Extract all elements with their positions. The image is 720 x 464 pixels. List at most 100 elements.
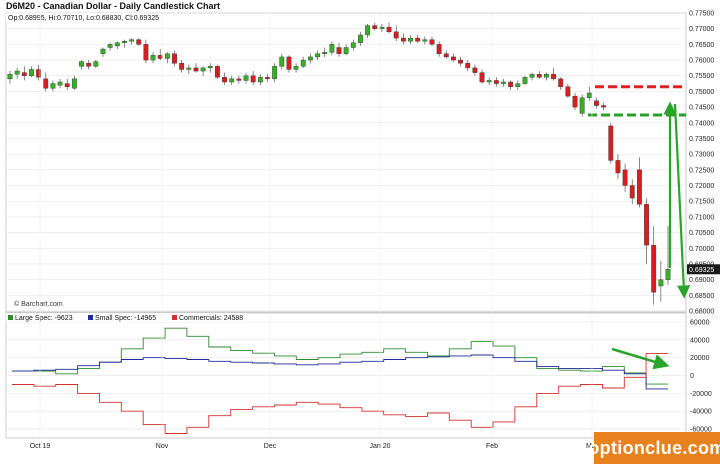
candle (200, 66, 206, 76)
price-tick-label: 0.76000 (689, 58, 714, 65)
candle (601, 102, 607, 111)
price-tick-label: 0.72500 (689, 167, 714, 174)
candle (472, 64, 478, 76)
cot-gridlines (6, 321, 686, 430)
candle (307, 53, 313, 64)
candle (629, 179, 635, 205)
date-tick-label: Oct 19 (30, 443, 51, 450)
candle (522, 75, 528, 86)
cot-arrow-line (611, 347, 670, 370)
price-tick-label: 0.76500 (689, 42, 714, 49)
last-price-tag: 0.69325 (687, 264, 720, 275)
candle (86, 60, 92, 70)
cot-legend-label: Large Spec: -9623 (15, 315, 73, 322)
candle (644, 198, 649, 264)
candle (622, 163, 628, 192)
candle (50, 80, 56, 92)
chart-title: D6M20 - Canadian Dollar - Daily Candlest… (6, 1, 220, 11)
date-tick-label: Jan 20 (369, 443, 390, 450)
candle (150, 52, 156, 64)
price-tick-label: 0.71000 (689, 214, 714, 221)
candle (658, 260, 664, 302)
candle (551, 67, 556, 81)
candle (229, 75, 235, 86)
candle (272, 63, 278, 83)
barchart-credit: © Barchart.com (14, 300, 63, 308)
candle (572, 92, 578, 111)
candle (429, 36, 435, 46)
candle (7, 71, 13, 84)
price-tick-label: 0.68000 (689, 309, 714, 316)
cot-legend-swatch (88, 315, 93, 320)
last-price-box (687, 264, 720, 275)
annotations-group (588, 85, 691, 299)
candle (536, 71, 542, 79)
candle (343, 44, 349, 56)
candle (214, 64, 220, 79)
date-tick-label: Feb (486, 443, 498, 450)
candle (393, 25, 399, 42)
candle (222, 72, 227, 86)
candle (451, 53, 456, 62)
cot-tick-label: 0 (690, 373, 694, 380)
cot-series-line (12, 327, 668, 385)
candle (157, 49, 163, 61)
cot-tick-label: -60000 (690, 427, 712, 434)
candle (408, 34, 413, 45)
price-tick-label: 0.72000 (689, 183, 714, 190)
price-panel-frame (5, 12, 687, 313)
candle (372, 22, 378, 31)
cot-axis: 60000 40000 20000 0 -20000 -40000 -60000 (690, 320, 712, 434)
cot-legend: Large Spec: -9623 Small Spec: -14965 Comme… (6, 313, 246, 322)
candle (458, 56, 464, 67)
candle (486, 77, 492, 86)
cot-series-line (12, 353, 668, 434)
candle (529, 72, 535, 81)
candle (179, 60, 185, 73)
cot-legend-label: Commercials: 24588 (179, 315, 243, 322)
candle (186, 64, 192, 75)
price-axis: 0.77500 0.77000 0.76500 0.76000 0.75500 0.750… (689, 11, 714, 316)
candle (336, 42, 342, 57)
candle (257, 74, 263, 86)
candle (565, 83, 571, 98)
date-tick-label: Nov (156, 443, 169, 450)
candle (29, 66, 34, 78)
candle (651, 226, 657, 305)
candle (129, 38, 135, 45)
candle (265, 74, 270, 83)
candle (436, 41, 442, 57)
cot-tick-label: 40000 (690, 337, 710, 344)
candle (136, 38, 142, 46)
cot-tick-label: -40000 (690, 409, 712, 416)
candle (64, 78, 70, 90)
candle (493, 77, 499, 87)
price-tick-label: 0.70000 (689, 246, 714, 253)
candle (207, 63, 213, 73)
cot-tick-label: -20000 (690, 391, 712, 398)
candle (57, 78, 63, 89)
candle (579, 94, 585, 117)
candle (608, 122, 614, 164)
ohlc-readout: Op:0.68995, Hi:0.70710, Lo:0.68830, Cl:0… (8, 15, 159, 22)
candle (36, 64, 42, 81)
cot-tick-label: 20000 (690, 355, 710, 362)
candle (21, 66, 27, 81)
candle (300, 56, 306, 68)
down-arrow (673, 103, 691, 299)
candle (322, 47, 328, 57)
price-tick-label: 0.77500 (689, 11, 714, 18)
candle (329, 41, 335, 56)
cot-tick-label: 60000 (690, 320, 710, 327)
candle (93, 60, 99, 68)
date-tick-label: Dec (264, 443, 277, 450)
candle (71, 75, 77, 90)
candle (193, 63, 199, 73)
candle (443, 50, 449, 59)
price-tick-label: 0.70500 (689, 230, 714, 237)
price-tick-label: 0.74000 (689, 120, 714, 127)
cot-legend-swatch (172, 315, 177, 320)
price-tick-label: 0.77000 (689, 26, 714, 33)
cot-series-line (12, 354, 668, 390)
